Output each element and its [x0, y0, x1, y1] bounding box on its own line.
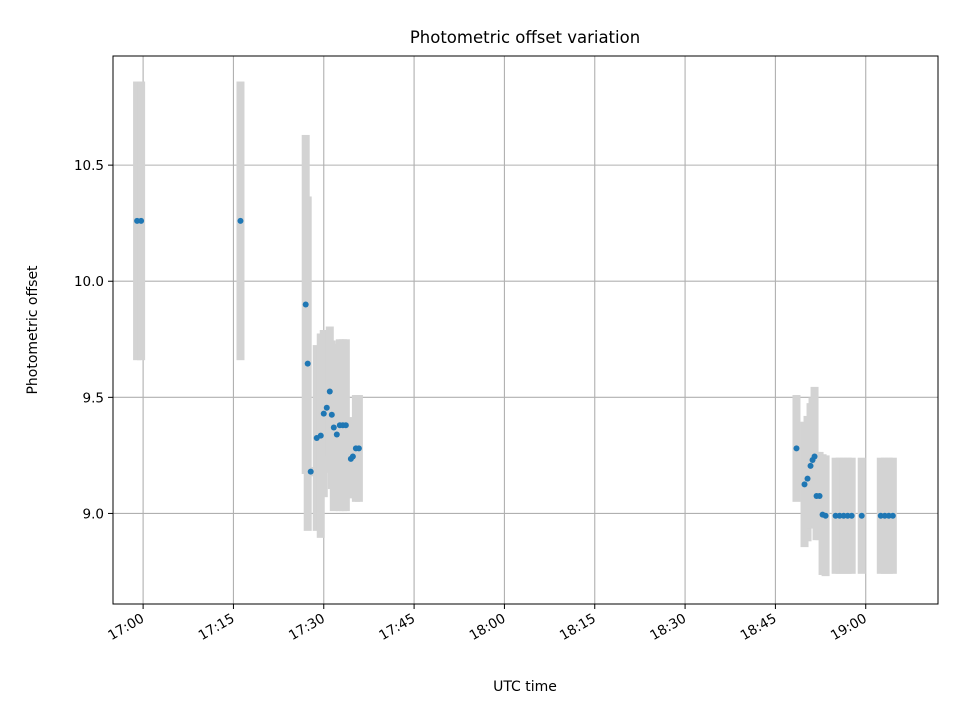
chart-title: Photometric offset variation	[410, 28, 640, 47]
data-point	[307, 468, 314, 475]
data-point	[811, 453, 818, 460]
data-point	[355, 445, 362, 452]
x-axis-label: UTC time	[493, 679, 557, 695]
data-point	[333, 431, 340, 438]
data-point	[349, 453, 356, 460]
data-point	[793, 445, 800, 452]
data-point	[302, 301, 309, 308]
data-point	[304, 360, 311, 367]
data-point	[328, 411, 335, 418]
data-point	[323, 404, 330, 411]
y-tick-label: 10.0	[74, 274, 104, 290]
data-point	[326, 388, 333, 395]
data-point	[816, 493, 823, 500]
y-axis-ticks: 9.0 9.5 10.0 10.5	[74, 158, 113, 522]
data-point	[237, 217, 244, 224]
data-point	[801, 481, 808, 488]
plot-frame	[112, 55, 939, 605]
data-point	[138, 217, 145, 224]
data-point	[858, 512, 865, 519]
y-tick-label: 10.5	[74, 158, 104, 174]
y-tick-label: 9.5	[83, 390, 104, 406]
data-point	[330, 424, 337, 431]
data-point	[342, 422, 349, 429]
data-point	[848, 512, 855, 519]
data-point	[822, 512, 829, 519]
y-tick-label: 9.0	[83, 506, 104, 522]
data-point	[807, 462, 814, 469]
y-axis-label: Photometric offset	[25, 265, 41, 395]
data-points	[134, 217, 896, 519]
data-point	[317, 432, 324, 439]
data-point	[320, 410, 327, 417]
data-point	[804, 475, 811, 482]
data-point	[889, 512, 896, 519]
